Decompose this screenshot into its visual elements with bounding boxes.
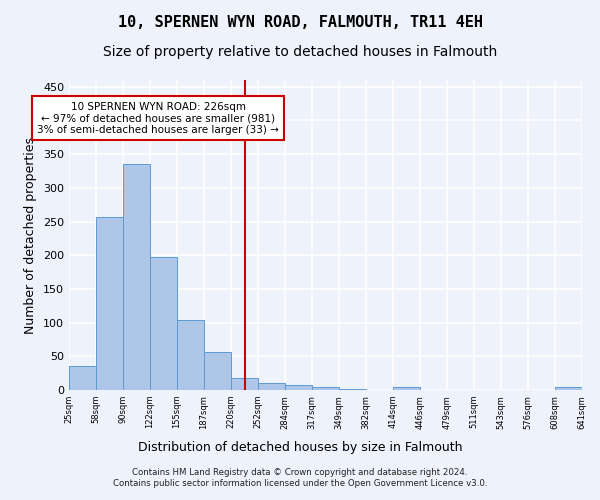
Text: Size of property relative to detached houses in Falmouth: Size of property relative to detached ho…: [103, 45, 497, 59]
Bar: [150, 257, 177, 390]
Bar: [177, 320, 204, 390]
Bar: [204, 352, 231, 390]
Bar: [555, 386, 582, 390]
Bar: [312, 386, 339, 390]
Bar: [393, 386, 420, 390]
Bar: [96, 218, 123, 390]
Text: Distribution of detached houses by size in Falmouth: Distribution of detached houses by size …: [138, 441, 462, 454]
Text: Contains HM Land Registry data © Crown copyright and database right 2024.
Contai: Contains HM Land Registry data © Crown c…: [113, 468, 487, 487]
Y-axis label: Number of detached properties: Number of detached properties: [25, 136, 37, 334]
Bar: [231, 378, 258, 390]
Bar: [258, 382, 285, 390]
Bar: [69, 366, 96, 390]
Text: 10, SPERNEN WYN ROAD, FALMOUTH, TR11 4EH: 10, SPERNEN WYN ROAD, FALMOUTH, TR11 4EH: [118, 15, 482, 30]
Text: 10 SPERNEN WYN ROAD: 226sqm
← 97% of detached houses are smaller (981)
3% of sem: 10 SPERNEN WYN ROAD: 226sqm ← 97% of det…: [37, 102, 279, 135]
Bar: [123, 164, 150, 390]
Bar: [285, 386, 312, 390]
Bar: [339, 388, 366, 390]
